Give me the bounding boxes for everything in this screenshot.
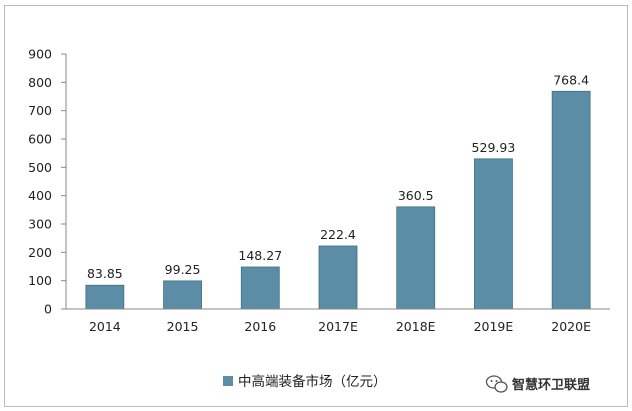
x-tick-label: 2014: [89, 319, 121, 334]
data-labels: 83.85 99.25 148.27 222.4 360.5 529.93 768.4: [87, 72, 589, 281]
data-label: 360.5: [398, 188, 434, 203]
bar: [163, 280, 202, 310]
legend: 中高端装备市场（亿元）: [223, 373, 387, 390]
y-tick-label: 300: [28, 217, 52, 232]
y-tick-label: 500: [28, 160, 52, 175]
bars: [85, 90, 591, 310]
y-tick-label: 200: [28, 245, 52, 260]
y-tick-label: 900: [28, 47, 52, 62]
watermark-text: 智慧环卫联盟: [512, 377, 590, 393]
data-label: 222.4: [320, 227, 356, 242]
y-axis: 0 100 200 300 400 500 600 700 800 900: [28, 47, 67, 317]
watermark: 智慧环卫联盟: [485, 375, 590, 393]
bar: [85, 284, 125, 310]
x-tick-label: 2018E: [396, 319, 436, 334]
y-tick-label: 0: [44, 302, 52, 317]
bar: [551, 90, 591, 310]
x-tick-label: 2020E: [551, 319, 591, 334]
x-axis: 2014 2015 2016 2017E 2018E 2019E 2020E: [66, 308, 610, 334]
y-tick-label: 400: [28, 188, 52, 203]
y-tick-label: 600: [28, 132, 52, 147]
bar: [474, 158, 513, 310]
bar: [396, 206, 436, 310]
data-label: 83.85: [87, 266, 123, 281]
x-tick-label: 2016: [244, 319, 276, 334]
legend-label: 中高端装备市场（亿元）: [238, 373, 387, 390]
y-tick-label: 100: [28, 273, 52, 288]
x-tick-label: 2015: [167, 319, 199, 334]
x-tick-label: 2017E: [318, 319, 358, 334]
data-label: 529.93: [472, 140, 516, 155]
data-label: 768.4: [553, 72, 589, 87]
x-tick-label: 2019E: [474, 319, 514, 334]
data-label: 148.27: [238, 248, 282, 263]
y-tick-label: 800: [28, 75, 52, 90]
legend-swatch: [223, 376, 233, 386]
chart-frame: [4, 5, 628, 407]
bar: [318, 245, 358, 310]
data-label: 99.25: [165, 262, 201, 277]
y-tick-label: 700: [28, 103, 52, 118]
wechat-icon: [485, 375, 508, 393]
bar: [240, 266, 280, 310]
